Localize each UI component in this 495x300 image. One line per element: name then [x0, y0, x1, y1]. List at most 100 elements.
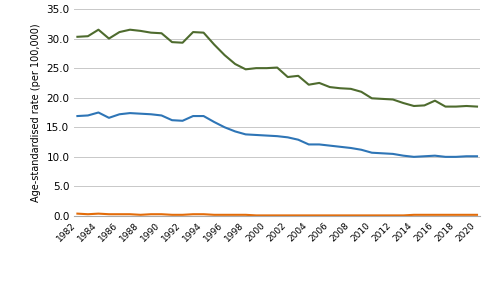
Males	[85, 212, 91, 216]
Females	[390, 98, 396, 101]
Persons	[232, 130, 238, 133]
Females	[306, 83, 312, 86]
Line: Females: Females	[77, 30, 477, 106]
Line: Persons: Persons	[77, 112, 477, 157]
Males	[369, 214, 375, 217]
Persons	[390, 152, 396, 156]
Females	[274, 66, 280, 69]
Males	[316, 214, 322, 217]
Persons	[285, 136, 291, 139]
Males	[158, 212, 164, 216]
Males	[348, 214, 354, 217]
Females	[116, 30, 122, 34]
Persons	[453, 155, 459, 159]
Females	[474, 105, 480, 108]
Females	[400, 101, 406, 105]
Persons	[432, 154, 438, 158]
Males	[337, 214, 343, 217]
Females	[180, 41, 186, 44]
Males	[169, 213, 175, 217]
Females	[369, 97, 375, 100]
Females	[285, 75, 291, 79]
Males	[463, 213, 469, 217]
Females	[211, 43, 217, 46]
Females	[337, 86, 343, 90]
Persons	[222, 125, 228, 129]
Females	[190, 30, 196, 34]
Females	[200, 31, 206, 34]
Persons	[411, 155, 417, 159]
Males	[400, 214, 406, 217]
Females	[421, 103, 427, 107]
Females	[253, 66, 259, 70]
Persons	[379, 152, 385, 155]
Males	[453, 213, 459, 217]
Females	[264, 66, 270, 70]
Females	[463, 104, 469, 108]
Persons	[348, 146, 354, 150]
Females	[432, 99, 438, 103]
Persons	[443, 155, 448, 159]
Persons	[96, 111, 101, 114]
Persons	[253, 133, 259, 137]
Females	[148, 31, 154, 34]
Males	[190, 212, 196, 216]
Males	[211, 213, 217, 217]
Males	[243, 213, 248, 217]
Persons	[148, 112, 154, 116]
Males	[74, 212, 80, 215]
Females	[453, 105, 459, 108]
Females	[127, 28, 133, 31]
Males	[106, 212, 112, 216]
Persons	[337, 145, 343, 148]
Persons	[74, 114, 80, 118]
Males	[232, 213, 238, 217]
Females	[106, 37, 112, 40]
Males	[138, 213, 144, 217]
Males	[390, 214, 396, 217]
Persons	[190, 114, 196, 118]
Males	[285, 214, 291, 217]
Males	[274, 214, 280, 217]
Males	[253, 214, 259, 217]
Males	[96, 212, 101, 215]
Females	[169, 40, 175, 44]
Persons	[327, 144, 333, 147]
Males	[327, 214, 333, 217]
Persons	[295, 138, 301, 142]
Males	[411, 213, 417, 217]
Males	[432, 213, 438, 217]
Persons	[474, 154, 480, 158]
Females	[348, 87, 354, 91]
Persons	[463, 154, 469, 158]
Persons	[211, 120, 217, 124]
Persons	[274, 134, 280, 138]
Persons	[169, 118, 175, 122]
Y-axis label: Age-standardised rate (per 100,000): Age-standardised rate (per 100,000)	[31, 23, 41, 202]
Persons	[306, 142, 312, 146]
Males	[295, 214, 301, 217]
Males	[443, 213, 448, 217]
Females	[379, 97, 385, 101]
Persons	[316, 142, 322, 146]
Persons	[127, 111, 133, 115]
Persons	[358, 148, 364, 152]
Persons	[421, 154, 427, 158]
Females	[138, 29, 144, 33]
Persons	[369, 151, 375, 154]
Persons	[158, 114, 164, 117]
Males	[116, 212, 122, 216]
Persons	[106, 116, 112, 120]
Females	[411, 104, 417, 108]
Males	[200, 212, 206, 216]
Males	[180, 213, 186, 217]
Females	[327, 85, 333, 89]
Males	[358, 214, 364, 217]
Males	[306, 214, 312, 217]
Males	[222, 213, 228, 217]
Males	[148, 212, 154, 216]
Females	[222, 53, 228, 57]
Persons	[116, 112, 122, 116]
Persons	[200, 114, 206, 118]
Persons	[264, 134, 270, 137]
